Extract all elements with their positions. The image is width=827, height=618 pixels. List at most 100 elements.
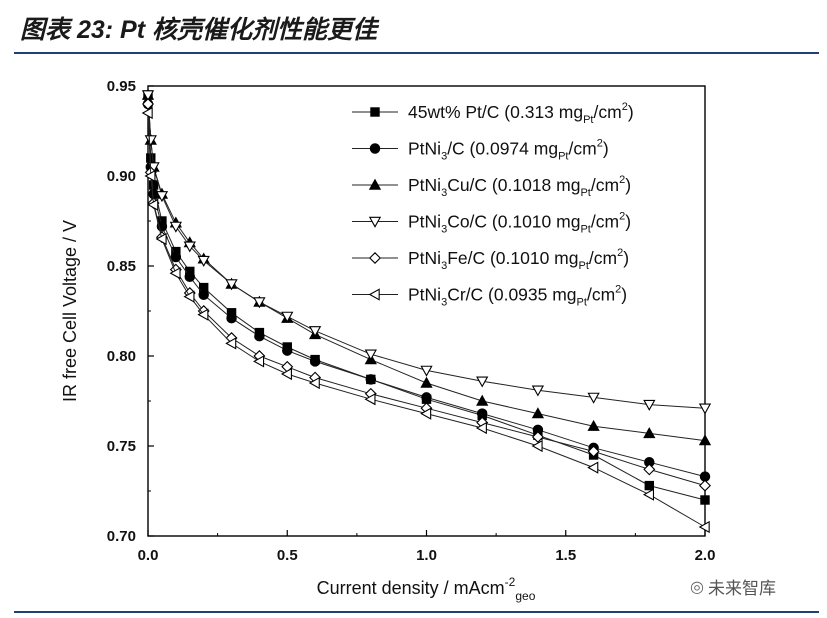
x-axis-label-sub: geo xyxy=(515,589,535,603)
data-point xyxy=(475,421,487,435)
y-tick-label: 0.80 xyxy=(107,348,136,365)
legend-label-part: Pt xyxy=(580,224,590,236)
data-point xyxy=(308,376,320,390)
legend-label-part: PtNi xyxy=(408,212,441,232)
data-point xyxy=(253,355,265,368)
legend-entry: PtNi3Cu/C (0.1018 mgPt/cm2) xyxy=(352,174,631,199)
y-tick-label: 0.90 xyxy=(107,168,136,185)
data-point xyxy=(698,403,712,415)
legend-label-part: PtNi xyxy=(408,285,441,305)
legend-label-part: Pt xyxy=(580,187,590,199)
data-point xyxy=(364,349,377,361)
series-line xyxy=(147,103,706,478)
legend-label-part: 2 xyxy=(615,284,621,296)
legend-label-part: PtNi xyxy=(408,175,441,195)
data-point xyxy=(420,365,433,377)
legend-label-part: /cm xyxy=(593,102,621,122)
legend-marker xyxy=(368,216,382,228)
legend-label-part: ) xyxy=(625,212,631,232)
y-tick-label: 0.70 xyxy=(107,528,136,545)
data-point xyxy=(531,431,544,443)
legend-label-part: 45wt% Pt/C (0.313 mg xyxy=(408,102,583,122)
data-point xyxy=(643,399,656,411)
data-point xyxy=(642,488,655,501)
legend-label-part: PtNi xyxy=(408,248,441,268)
legend-label: 45wt% Pt/C (0.313 mgPt/cm2) xyxy=(408,101,634,126)
legend-label-part: 3 xyxy=(441,297,447,309)
series-line xyxy=(147,112,706,528)
y-axis-label: IR free Cell Voltage / V xyxy=(60,220,80,402)
x-tick-label: 2.0 xyxy=(695,547,716,564)
data-point xyxy=(225,279,238,291)
legend-label-part: 3 xyxy=(441,151,447,163)
data-point xyxy=(282,345,293,356)
legend-entry: PtNi3/C (0.0974 mgPt/cm2) xyxy=(352,138,609,163)
data-point xyxy=(197,308,209,321)
x-tick-label: 1.5 xyxy=(555,547,576,564)
legend-label-part: /C (0.0974 mg xyxy=(447,139,558,159)
x-axis-label: Current density / mAcm-2geo xyxy=(317,575,536,603)
series-triangle-left xyxy=(141,106,710,534)
data-point xyxy=(420,407,432,420)
legend-label: PtNi3Co/C (0.1010 mgPt/cm2) xyxy=(408,211,631,236)
legend-label-part: 2 xyxy=(597,138,603,150)
legend-label-part: /cm xyxy=(591,212,619,232)
legend-entry: 45wt% Pt/C (0.313 mgPt/cm2) xyxy=(352,101,634,126)
legend-label-part: ) xyxy=(628,102,634,122)
bottom-divider xyxy=(14,611,819,613)
series-triangle-down xyxy=(141,90,712,415)
series-line xyxy=(147,94,706,409)
data-point xyxy=(254,330,265,342)
data-point xyxy=(531,439,543,453)
legend-label-part: 3 xyxy=(441,260,447,272)
data-point xyxy=(148,180,159,190)
y-tick-label: 0.95 xyxy=(107,78,136,95)
legend-label-part: ) xyxy=(625,175,631,195)
data-point xyxy=(169,267,181,280)
data-point xyxy=(183,290,195,303)
legend-label-part: 3 xyxy=(441,224,447,236)
data-point xyxy=(364,393,376,406)
figure-title: 图表 23: Pt 核壳催化剂性能更佳 xyxy=(20,16,377,44)
x-axis-label-sup: -2 xyxy=(505,575,516,589)
data-point xyxy=(587,445,600,458)
legend-label-part: ) xyxy=(623,248,629,268)
x-axis-label-main: Current density / mAcm xyxy=(317,578,505,598)
data-point xyxy=(144,169,156,183)
top-divider xyxy=(14,52,819,54)
data-point xyxy=(420,376,433,388)
data-point xyxy=(587,461,599,474)
data-point xyxy=(144,135,157,147)
data-point xyxy=(142,98,154,110)
data-point xyxy=(155,232,167,246)
y-tick-label: 0.75 xyxy=(107,438,136,455)
data-point xyxy=(253,297,266,309)
data-point xyxy=(644,480,655,491)
data-point xyxy=(198,289,209,301)
legend-label-part: Co/C (0.1010 mg xyxy=(447,212,580,232)
legend-marker xyxy=(369,252,381,264)
legend-label-part: 3 xyxy=(441,187,447,199)
legend-label-part: PtNi xyxy=(408,139,441,159)
legend-label-part: Cr/C (0.0935 mg xyxy=(447,285,576,305)
data-point xyxy=(308,326,322,338)
data-point xyxy=(141,90,155,102)
legend-entry: PtNi3Fe/C (0.1010 mgPt/cm2) xyxy=(352,247,629,272)
legend-label-part: 2 xyxy=(622,101,628,113)
legend-entry: PtNi3Cr/C (0.0935 mgPt/cm2) xyxy=(352,284,627,309)
data-point xyxy=(587,419,600,431)
legend-label-part: /cm xyxy=(568,139,596,159)
data-point xyxy=(280,367,292,381)
data-point xyxy=(170,251,182,263)
data-point xyxy=(184,271,196,283)
legend-label-part: Cu/C (0.1018 mg xyxy=(447,175,580,195)
legend-entry: PtNi3Co/C (0.1010 mgPt/cm2) xyxy=(352,211,631,236)
data-point xyxy=(587,392,600,404)
data-point xyxy=(700,495,710,505)
legend-label-part: Pt xyxy=(577,297,587,309)
legend-label-part: 2 xyxy=(619,174,625,186)
data-point xyxy=(365,374,377,385)
legend-label-part: Fe/C (0.1010 mg xyxy=(447,248,578,268)
data-point xyxy=(147,198,159,211)
